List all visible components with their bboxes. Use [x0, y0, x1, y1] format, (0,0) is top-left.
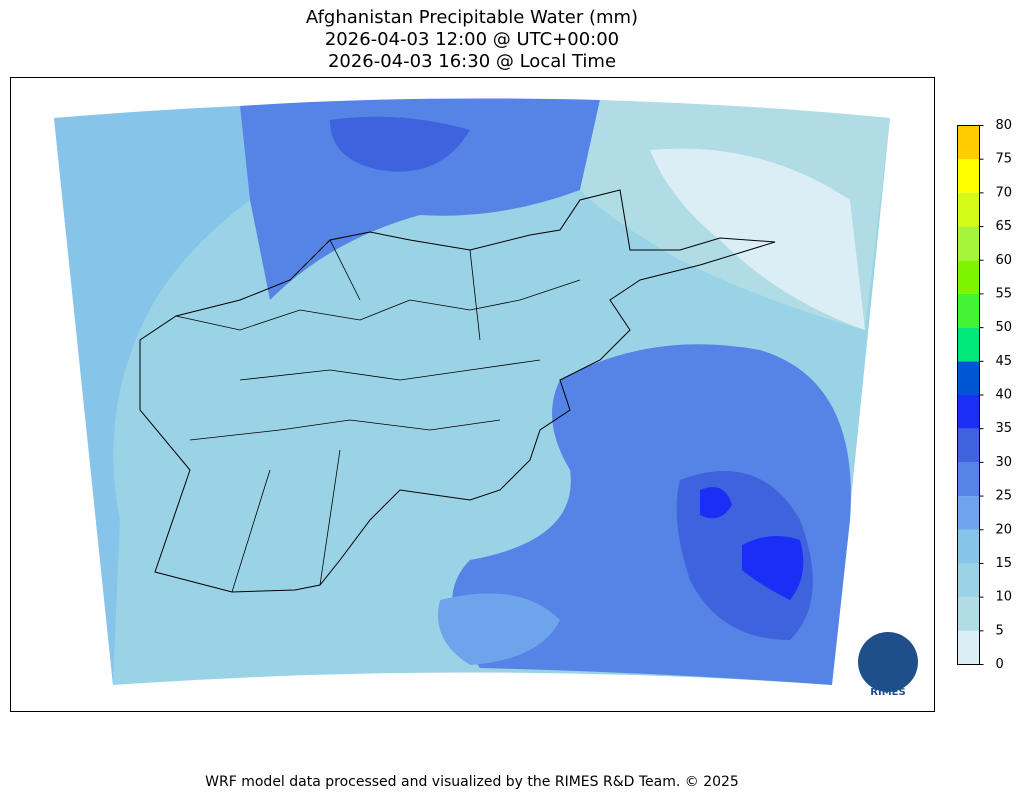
colorbar-bin [957, 361, 980, 395]
colorbar-tick-label: 40 [996, 388, 1013, 403]
colorbar-tick-label: 15 [996, 556, 1013, 571]
colorbar-bin [957, 462, 980, 497]
colorbar-bin [957, 395, 980, 429]
logo-emblem [858, 632, 918, 692]
colorbar-bin [957, 630, 980, 665]
field [438, 593, 560, 665]
colorbar-frame [957, 125, 980, 665]
colorbar-bin [957, 563, 980, 598]
colorbar-bin [957, 293, 980, 328]
colorbar-tick-label: 45 [996, 354, 1013, 369]
title-line: 2026-04-03 12:00 @ UTC+00:00 [325, 29, 619, 50]
colorbar-bin [957, 226, 980, 261]
colorbar-tick-label: 20 [996, 522, 1013, 537]
field [650, 148, 865, 330]
colorbar-bin [957, 597, 980, 631]
field [700, 487, 732, 519]
colorbar-bin [957, 428, 980, 463]
province-boundaries [175, 239, 581, 593]
colorbar-tick-label: 0 [996, 657, 1004, 672]
colorbar-tick-label: 30 [996, 455, 1013, 470]
colorbar-bin [957, 529, 980, 564]
colorbar-tick-label: 50 [996, 320, 1013, 335]
colorbar-tick-label: 10 [996, 590, 1013, 605]
title-line: 2026-04-03 16:30 @ Local Time [328, 51, 616, 72]
colorbar-tick-label: 35 [996, 421, 1013, 436]
colorbar-bin [957, 327, 980, 362]
colorbar: 0 5 10 15 20 25 30 35 40 45 50 55 60 65 70 75 80 [957, 118, 1013, 672]
map [54, 98, 890, 685]
field [240, 98, 600, 300]
colorbar-tick-label: 75 [996, 152, 1013, 167]
colorbar-tick-label: 80 [996, 118, 1013, 133]
colorbar-bin [957, 192, 980, 227]
colorbar-tick-label: 60 [996, 253, 1013, 268]
colorbar-bin [957, 159, 980, 193]
colorbar-tick-label: 70 [996, 185, 1013, 200]
logo: RIMES [858, 632, 918, 698]
footer: WRF model data processed and visualized … [205, 774, 739, 790]
colorbar-tick-label: 65 [996, 219, 1013, 234]
field [330, 116, 470, 172]
colorbar-bin [957, 260, 980, 294]
field [742, 536, 804, 600]
colorbar-tick-label: 25 [996, 489, 1013, 504]
colorbar-bin [957, 125, 980, 160]
map-frame [10, 77, 935, 712]
logo-text: RIMES [870, 687, 905, 698]
title-line: Afghanistan Precipitable Water (mm) [306, 7, 638, 28]
colorbar-tick-label: 55 [996, 286, 1013, 301]
colorbar-tick-label: 5 [996, 623, 1004, 638]
field [54, 106, 250, 685]
colorbar-bin [957, 496, 980, 530]
